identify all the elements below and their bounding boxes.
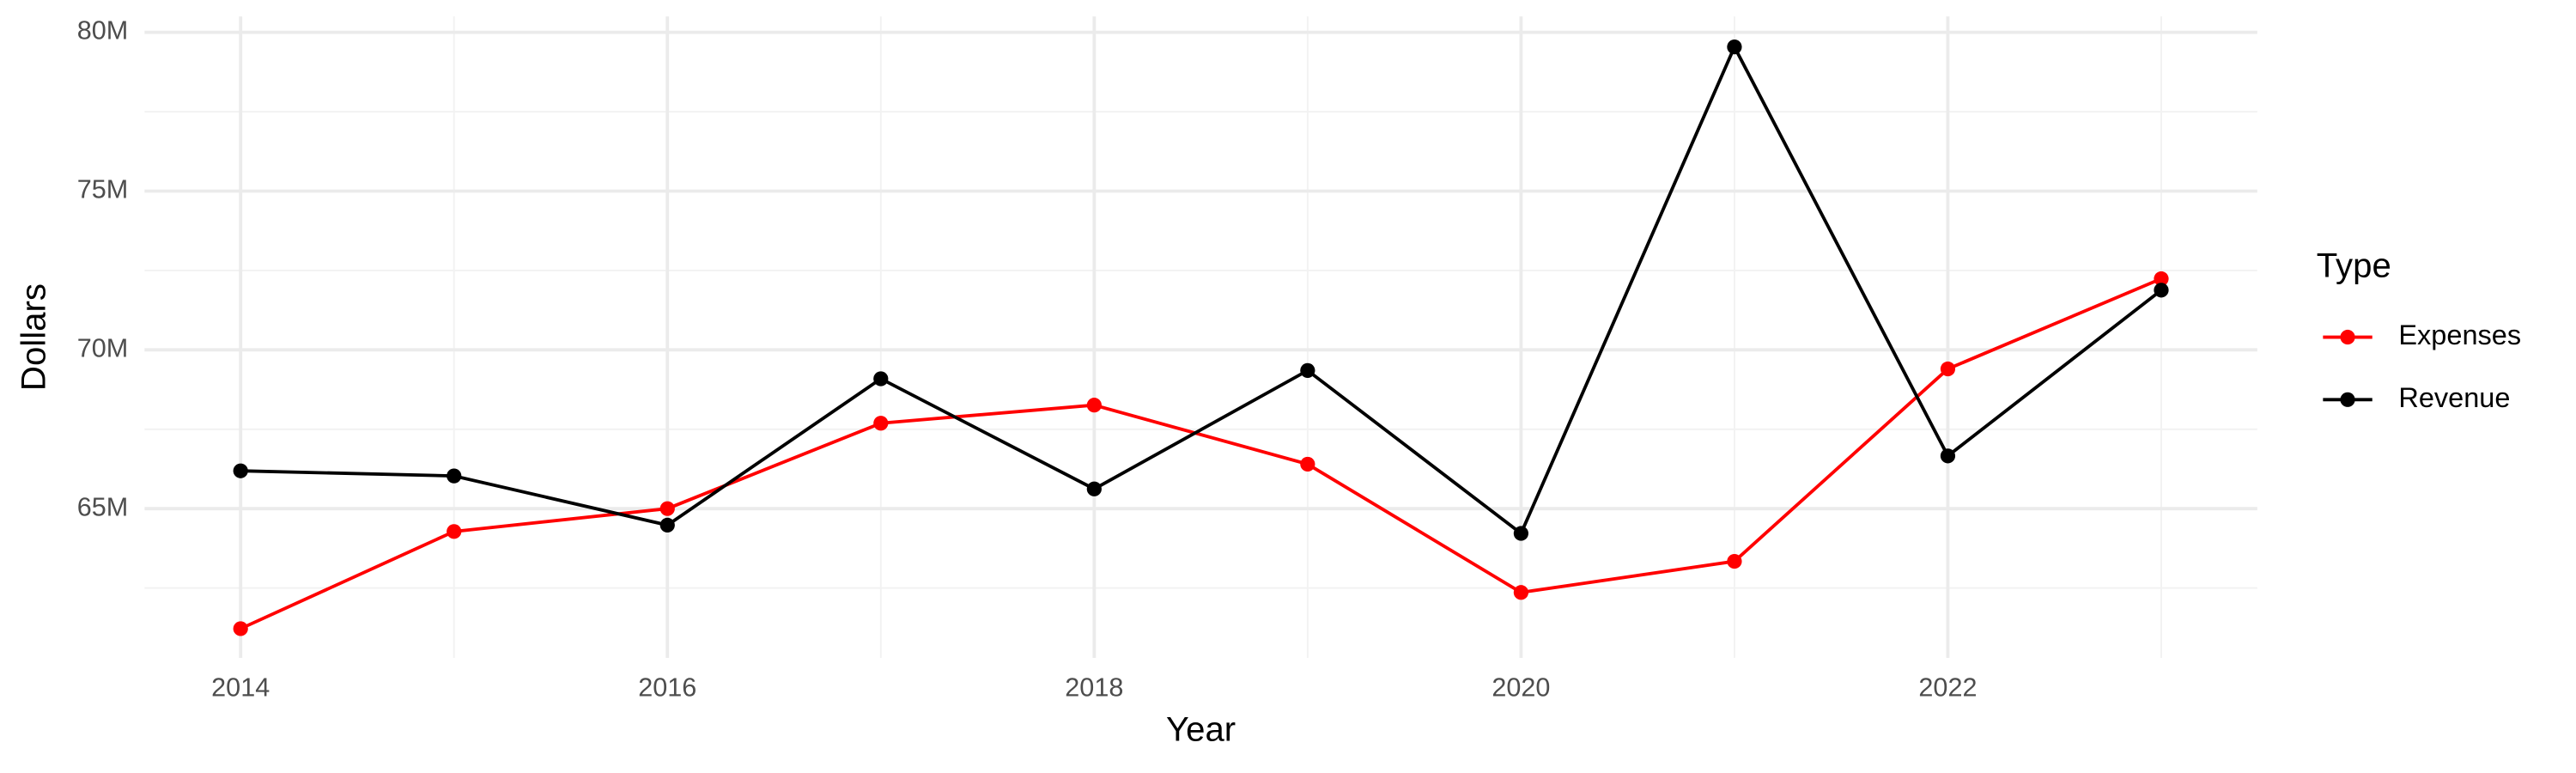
point bbox=[447, 468, 462, 484]
y-axis-title: Dollars bbox=[15, 283, 53, 391]
point bbox=[233, 621, 248, 636]
y-tick-label: 75M bbox=[77, 175, 129, 204]
series-line bbox=[240, 43, 2163, 537]
x-tick-label: 2022 bbox=[1918, 673, 1977, 702]
legend-key-point bbox=[2340, 392, 2355, 407]
point bbox=[1300, 362, 1315, 378]
legend-label: Expenses bbox=[2398, 320, 2521, 350]
point bbox=[873, 371, 889, 386]
x-tick-label: 2014 bbox=[211, 673, 270, 702]
x-axis-title: Year bbox=[1166, 710, 1236, 749]
point bbox=[2154, 283, 2169, 298]
point bbox=[1940, 361, 1956, 377]
legend-title: Type bbox=[2317, 247, 2391, 285]
legend-key-point bbox=[2340, 329, 2355, 345]
point bbox=[659, 517, 675, 533]
y-tick-label: 80M bbox=[77, 16, 129, 46]
point bbox=[873, 416, 889, 431]
point bbox=[447, 524, 462, 539]
point bbox=[1940, 448, 1956, 464]
series-line bbox=[240, 277, 2162, 630]
x-tick-label: 2018 bbox=[1065, 673, 1123, 702]
point bbox=[233, 463, 248, 478]
y-tick-label: 65M bbox=[77, 492, 129, 521]
legend-label: Revenue bbox=[2398, 382, 2510, 413]
point bbox=[1727, 553, 1742, 569]
point bbox=[1727, 40, 1742, 55]
marks bbox=[233, 40, 2169, 636]
point bbox=[1086, 398, 1102, 413]
point bbox=[1513, 526, 1529, 541]
x-tick-label: 2020 bbox=[1492, 673, 1550, 702]
point bbox=[659, 501, 675, 516]
point bbox=[1086, 481, 1102, 496]
point bbox=[1513, 585, 1529, 600]
point bbox=[1300, 456, 1315, 472]
x-tick-label: 2016 bbox=[638, 673, 696, 702]
grid bbox=[144, 16, 2257, 658]
y-tick-label: 70M bbox=[77, 333, 129, 362]
point bbox=[2154, 271, 2169, 287]
